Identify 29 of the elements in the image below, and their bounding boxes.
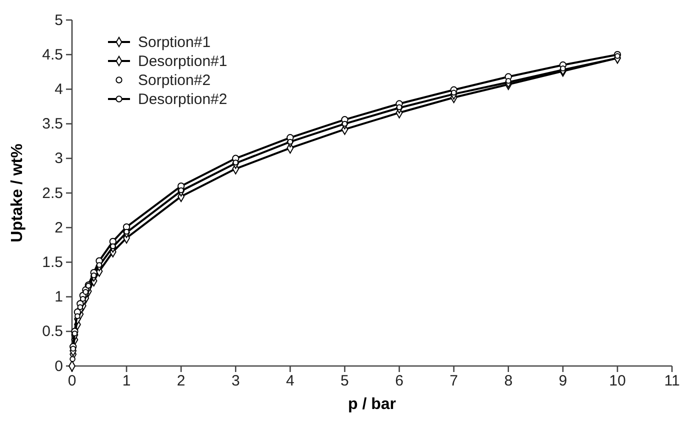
x-tick-label: 4: [286, 372, 294, 390]
x-tick-label: 0: [68, 372, 76, 390]
legend-label: Desorption#1: [138, 53, 228, 70]
x-tick-label: 7: [450, 372, 458, 390]
y-tick-label: 2: [54, 219, 63, 236]
x-tick-label: 9: [558, 372, 568, 390]
x-tick-label: 3: [231, 372, 240, 390]
x-tick-label: 11: [664, 372, 680, 390]
y-axis-title: Uptake / wt%: [9, 144, 26, 242]
x-tick-label: 2: [176, 372, 186, 390]
y-tick-label: 4: [54, 81, 63, 98]
x-tick-label: 10: [609, 372, 626, 390]
y-tick-label: 2.5: [42, 184, 63, 202]
y-tick-label: 4.5: [42, 46, 63, 64]
x-axis-title: p / bar: [348, 396, 396, 413]
x-tick-label: 8: [504, 372, 513, 390]
legend-label: Sorption#2: [138, 72, 211, 89]
y-tick-label: 3: [54, 150, 63, 168]
x-tick-label: 1: [122, 372, 131, 390]
legend-label: Sorption#1: [138, 34, 211, 51]
x-tick-label: 6: [395, 372, 404, 390]
y-tick-label: 5: [54, 12, 63, 29]
y-tick-label: 1: [54, 288, 63, 306]
y-tick-label: 0.5: [42, 323, 63, 340]
y-tick-label: 0: [54, 358, 63, 375]
y-tick-label: 3.5: [42, 116, 63, 133]
y-tick-label: 1.5: [42, 254, 63, 271]
legend-label: Desorption#2: [138, 91, 228, 108]
x-tick-label: 5: [340, 372, 349, 390]
